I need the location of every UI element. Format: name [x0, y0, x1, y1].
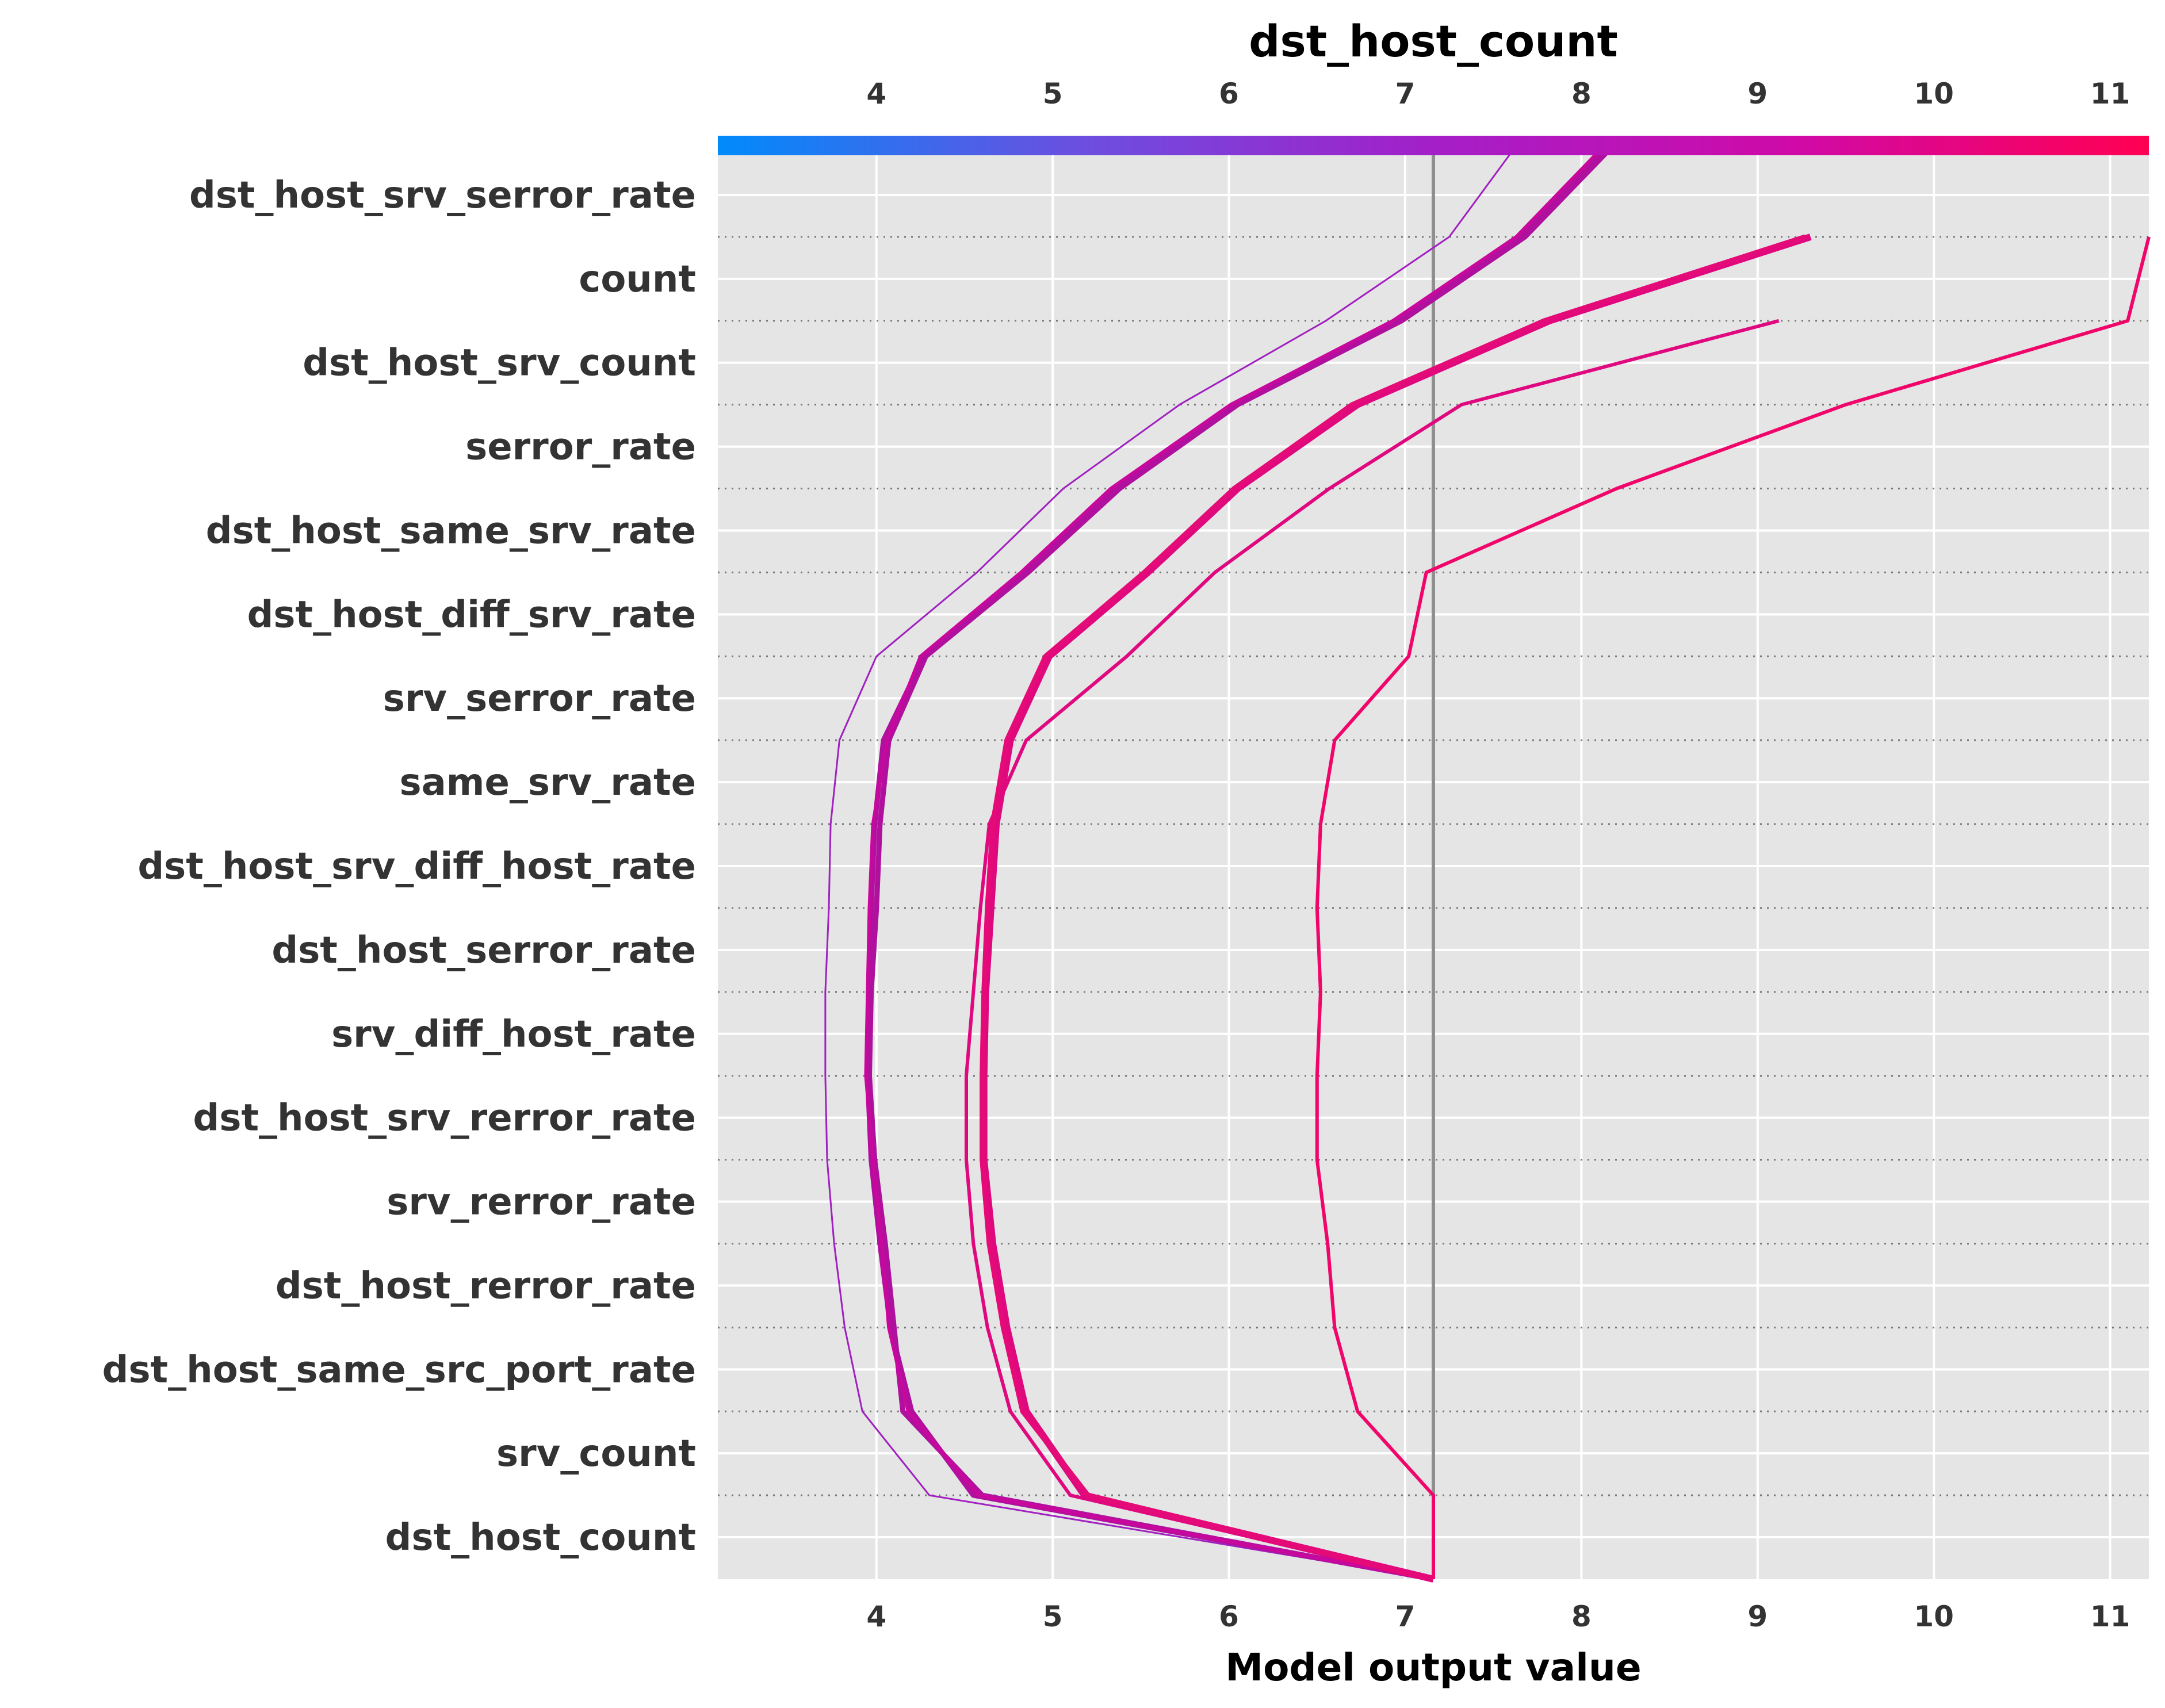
colorbar-title: dst_host_count: [1249, 16, 1618, 67]
feature-label-dst-host-srv-serror-rate: dst_host_srv_serror_rate: [189, 174, 696, 217]
feature-label-dst-host-srv-diff-host-rate: dst_host_srv_diff_host_rate: [137, 845, 696, 888]
x-tick-6: 6: [1219, 1600, 1239, 1633]
x-tick-5: 5: [1043, 1600, 1063, 1633]
feature-label-dst-host-serror-rate: dst_host_serror_rate: [271, 929, 696, 972]
feature-label-dst-host-count: dst_host_count: [385, 1516, 696, 1559]
feature-label-dst-host-same-srv-rate: dst_host_same_srv_rate: [206, 510, 696, 552]
x-tick-4: 4: [866, 1600, 886, 1633]
top-tick-6: 6: [1219, 77, 1239, 110]
series-line-7: [980, 234, 1806, 1582]
x-tick-9: 9: [1747, 1600, 1768, 1633]
series-line-4: [864, 151, 1599, 1581]
feature-label-srv-rerror-rate: srv_rerror_rate: [387, 1181, 696, 1224]
top-tick-9: 9: [1747, 77, 1768, 110]
top-tick-11: 11: [2090, 77, 2130, 110]
feature-label-srv-diff-host-rate: srv_diff_host_rate: [331, 1013, 696, 1056]
feature-label-dst-host-same-src-port-rate: dst_host_same_src_port_rate: [102, 1349, 696, 1391]
x-tick-11: 11: [2090, 1600, 2130, 1633]
feature-label-dst-host-diff-srv-rate: dst_host_diff_srv_rate: [247, 593, 696, 636]
colorbar: [718, 136, 2149, 155]
feature-label-dst-host-srv-count: dst_host_srv_count: [303, 342, 696, 385]
series-line-3: [867, 151, 1608, 1582]
x-tick-8: 8: [1571, 1600, 1592, 1633]
feature-label-dst-host-srv-rerror-rate: dst_host_srv_rerror_rate: [193, 1097, 696, 1140]
series-line-8: [1315, 236, 2151, 1579]
top-tick-7: 7: [1395, 77, 1416, 110]
feature-label-dst-host-rerror-rate: dst_host_rerror_rate: [276, 1265, 696, 1307]
top-tick-8: 8: [1571, 77, 1592, 110]
feature-label-srv-count: srv_count: [496, 1433, 696, 1475]
top-tick-10: 10: [1914, 77, 1954, 110]
series-line-1: [824, 152, 1512, 1580]
series-line-5: [965, 319, 1780, 1581]
bottom-tick-labels: 4 5 6 7 8 9 10 11: [866, 1600, 2130, 1633]
x-tick-7: 7: [1395, 1600, 1416, 1633]
colorbar-gradient: [718, 136, 2149, 155]
feature-label-srv-serror-rate: srv_serror_rate: [383, 677, 696, 720]
feature-label-count: count: [579, 258, 696, 301]
series-lines: [824, 151, 2151, 1583]
x-axis-title: Model output value: [1225, 1645, 1641, 1690]
x-tick-10: 10: [1914, 1600, 1954, 1633]
feature-label-same-srv-rate: same_srv_rate: [400, 761, 697, 804]
feature-label-serror-rate: serror_rate: [465, 426, 696, 469]
top-tick-5: 5: [1043, 77, 1063, 110]
top-tick-4: 4: [866, 77, 886, 110]
top-tick-labels: 4 5 6 7 8 9 10 11: [866, 77, 2130, 110]
